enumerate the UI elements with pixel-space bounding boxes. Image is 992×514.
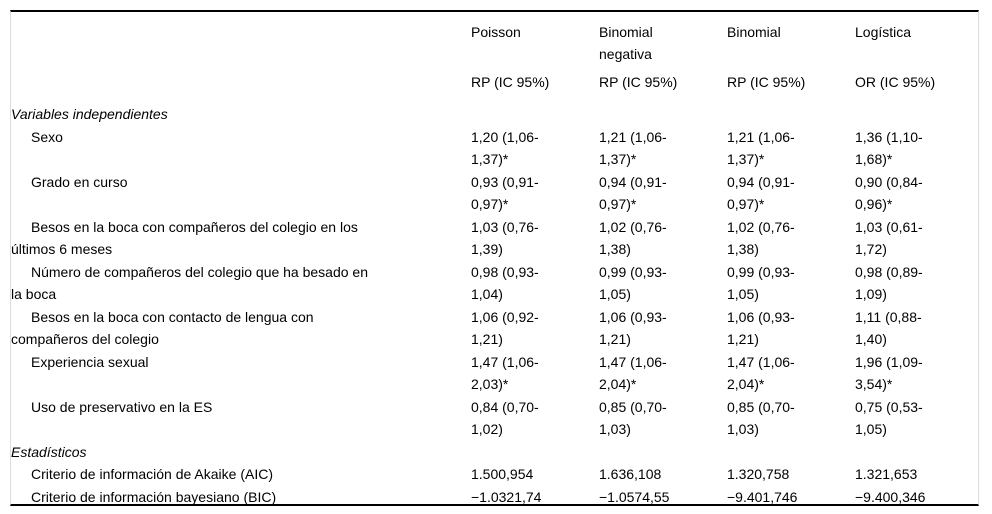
value-cell: 1,02 (0,76- 1,38) — [727, 218, 795, 258]
column-header-binomial: Binomial — [727, 24, 781, 40]
value-cell: 1,96 (1,09- 3,54)* — [855, 353, 923, 393]
row-label: Uso de preservativo en la ES — [31, 398, 213, 415]
value-cell: 0,94 (0,91- 0,97)* — [727, 173, 795, 213]
value-cell: 1,20 (1,06- 1,37)* — [471, 128, 539, 168]
value-cell: 1,47 (1,06- 2,04)* — [599, 353, 667, 393]
row-label: Criterio de información de Akaike (AIC) — [31, 466, 273, 482]
measure-header-binomial-negativa: RP (IC 95%) — [599, 74, 678, 90]
measure-header-poisson: RP (IC 95%) — [471, 74, 550, 90]
value-cell: −9.400,346 — [855, 488, 926, 505]
value-cell: 1.636,108 — [599, 466, 662, 482]
measure-header-row: RP (IC 95%) RP (IC 95%) RP (IC 95%) OR (… — [11, 65, 978, 103]
value-cell: −9.401,746 — [727, 488, 798, 505]
value-cell: 0,98 (0,89- 1,09) — [855, 263, 923, 303]
section-title-estadisticos: Estadísticos — [11, 443, 87, 460]
value-cell: 1,11 (0,88- 1,40) — [855, 308, 922, 348]
empty-corner-cell — [11, 65, 471, 103]
table-row-aic: Criterio de información de Akaike (AIC) … — [11, 463, 978, 486]
value-cell: 1.500,954 — [471, 466, 534, 482]
value-cell: 1,03 (0,76- 1,39) — [471, 218, 539, 258]
value-cell: 0,94 (0,91- 0,97)* — [599, 173, 667, 213]
row-label: Besos en la boca con compañeros del cole… — [11, 218, 358, 258]
row-label: Experiencia sexual — [31, 353, 149, 370]
regression-results-table: Poisson Binomial negativa Binomial Logís… — [10, 10, 979, 506]
measure-header-binomial: RP (IC 95%) — [727, 74, 806, 90]
table-row-uso-preservativo: Uso de preservativo en la ES 0,84 (0,70-… — [11, 396, 978, 441]
value-cell: 0,85 (0,70- 1,03) — [727, 398, 795, 438]
value-cell: 1,06 (0,93- 1,21) — [727, 308, 795, 348]
value-cell: 0,99 (0,93- 1,05) — [599, 263, 667, 303]
table-row-numero-companeros-besado: Número de compañeros del colegio que ha … — [11, 261, 978, 306]
column-header-logistica: Logística — [855, 24, 912, 40]
value-cell: 1,06 (0,93- 1,21) — [599, 308, 667, 348]
value-cell: 1,02 (0,76- 1,38) — [599, 218, 667, 258]
value-cell: 1,03 (0,61- 1,72) — [855, 218, 923, 258]
value-cell: 1.320,758 — [727, 466, 790, 482]
empty-corner-cell — [11, 12, 471, 65]
row-label: Número de compañeros del colegio que ha … — [11, 263, 369, 303]
table-row-grado-en-curso: Grado en curso 0,93 (0,91- 0,97)* 0,94 (… — [11, 171, 978, 216]
measure-header-logistica: OR (IC 95%) — [855, 74, 936, 90]
value-cell: 0,90 (0,84- 0,96)* — [855, 173, 923, 213]
value-cell: 1.321,653 — [855, 466, 918, 482]
section-row: Estadísticos — [11, 441, 978, 464]
results-table: Poisson Binomial negativa Binomial Logís… — [11, 12, 978, 505]
value-cell: 0,85 (0,70- 1,03) — [599, 398, 667, 438]
value-cell: 0,93 (0,91- 0,97)* — [471, 173, 539, 213]
row-label: Besos en la boca con contacto de lengua … — [11, 308, 314, 348]
section-row: Variables independientes — [11, 103, 978, 126]
value-cell: 0,84 (0,70- 1,02) — [471, 398, 539, 438]
value-cell: −1.0574,55 — [599, 488, 670, 505]
table-row-besos-boca-6-meses: Besos en la boca con compañeros del cole… — [11, 216, 978, 261]
value-cell: 0,98 (0,93- 1,04) — [471, 263, 539, 303]
section-title-variables-independientes: Variables independientes — [11, 106, 168, 122]
row-label: Criterio de información bayesiano (BIC) — [31, 488, 277, 505]
value-cell: −1.0321,74 — [471, 488, 542, 505]
model-header-row: Poisson Binomial negativa Binomial Logís… — [11, 12, 978, 65]
column-header-binomial-negativa: Binomial negativa — [599, 24, 653, 62]
value-cell: 1,47 (1,06- 2,03)* — [471, 353, 539, 393]
table-row-besos-contacto-lengua: Besos en la boca con contacto de lengua … — [11, 306, 978, 351]
column-header-poisson: Poisson — [471, 24, 521, 40]
value-cell: 1,36 (1,10- 1,68)* — [855, 128, 923, 168]
value-cell: 1,21 (1,06- 1,37)* — [599, 128, 667, 168]
table-row-sexo: Sexo 1,20 (1,06- 1,37)* 1,21 (1,06- 1,37… — [11, 126, 978, 171]
value-cell: 1,06 (0,92- 1,21) — [471, 308, 539, 348]
value-cell: 0,75 (0,53- 1,05) — [855, 398, 923, 438]
value-cell: 0,99 (0,93- 1,05) — [727, 263, 795, 303]
table-row-bic: Criterio de información bayesiano (BIC) … — [11, 486, 978, 505]
value-cell: 1,47 (1,06- 2,04)* — [727, 353, 795, 393]
row-label: Sexo — [31, 128, 63, 145]
value-cell: 1,21 (1,06- 1,37)* — [727, 128, 795, 168]
row-label: Grado en curso — [31, 173, 128, 190]
table-row-experiencia-sexual: Experiencia sexual 1,47 (1,06- 2,03)* 1,… — [11, 351, 978, 396]
